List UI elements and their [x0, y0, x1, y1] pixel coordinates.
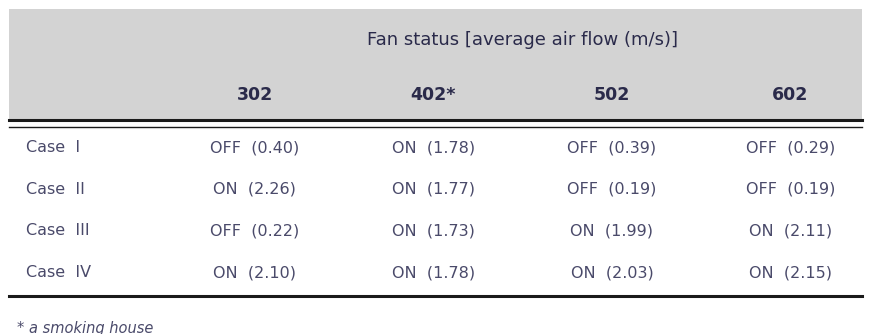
Text: Case  IV: Case IV: [26, 265, 91, 280]
Text: ON  (1.78): ON (1.78): [392, 265, 475, 280]
Text: * a smoking house: * a smoking house: [17, 321, 154, 334]
Text: 302: 302: [237, 86, 273, 104]
Text: OFF  (0.40): OFF (0.40): [210, 140, 300, 155]
Text: OFF  (0.22): OFF (0.22): [210, 223, 300, 238]
Text: OFF  (0.19): OFF (0.19): [567, 182, 657, 197]
Bar: [9, 71, 862, 119]
Text: ON  (1.78): ON (1.78): [392, 140, 475, 155]
Text: ON  (1.99): ON (1.99): [571, 223, 653, 238]
Text: ON  (2.26): ON (2.26): [213, 182, 296, 197]
Text: Case  I: Case I: [26, 140, 80, 155]
Text: Case  II: Case II: [26, 182, 85, 197]
Text: OFF  (0.19): OFF (0.19): [746, 182, 835, 197]
Text: 402*: 402*: [410, 86, 456, 104]
Text: ON  (2.11): ON (2.11): [749, 223, 832, 238]
Text: OFF  (0.29): OFF (0.29): [746, 140, 835, 155]
Bar: [9, 9, 862, 71]
Text: 602: 602: [773, 86, 808, 104]
Text: ON  (2.10): ON (2.10): [213, 265, 296, 280]
Text: 502: 502: [594, 86, 630, 104]
Text: ON  (2.03): ON (2.03): [571, 265, 653, 280]
Text: ON  (1.73): ON (1.73): [392, 223, 475, 238]
Text: ON  (2.15): ON (2.15): [749, 265, 832, 280]
Text: OFF  (0.39): OFF (0.39): [567, 140, 657, 155]
Text: Fan status [average air flow (m/s)]: Fan status [average air flow (m/s)]: [367, 31, 679, 49]
Text: ON  (1.77): ON (1.77): [392, 182, 475, 197]
Text: Case  III: Case III: [26, 223, 90, 238]
